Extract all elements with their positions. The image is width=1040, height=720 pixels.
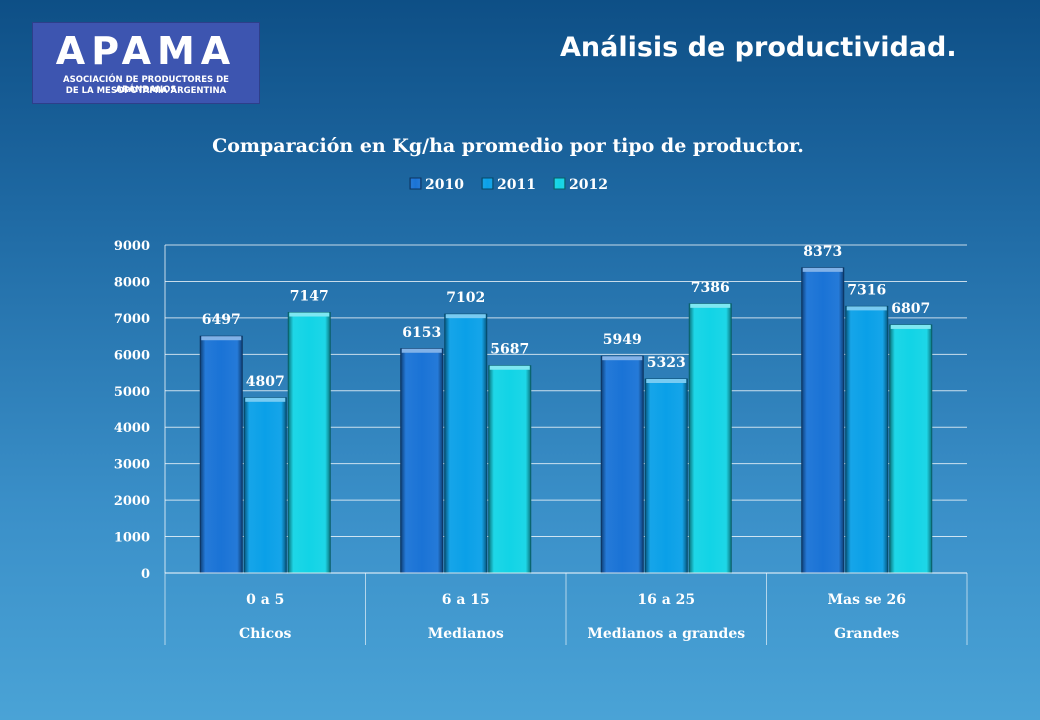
y-tick-label: 9000 bbox=[114, 239, 150, 254]
bar-top-2010-1 bbox=[401, 348, 442, 353]
legend-swatch-2010 bbox=[409, 177, 422, 190]
bar-top-2012-2 bbox=[690, 303, 731, 308]
bar-top-2011-1 bbox=[445, 314, 486, 319]
bar-2010-3 bbox=[801, 267, 845, 574]
data-label: 8373 bbox=[803, 244, 842, 260]
bar-2011-3 bbox=[845, 305, 889, 574]
bar-2010-0 bbox=[199, 335, 243, 574]
data-label: 6153 bbox=[402, 325, 441, 341]
logo-line-2: DE LA MESOPOTAMIA ARGENTINA bbox=[65, 86, 227, 96]
x-category-label: 16 a 25 bbox=[637, 592, 695, 608]
bar-top-2012-0 bbox=[289, 312, 330, 317]
data-label: 7102 bbox=[446, 290, 485, 306]
x-category-label: 0 a 5 bbox=[246, 592, 284, 608]
y-tick-label: 2000 bbox=[114, 494, 150, 509]
x-group-label: Chicos bbox=[239, 626, 292, 642]
data-label: 7147 bbox=[290, 289, 329, 305]
y-tick-label: 1000 bbox=[114, 531, 150, 546]
apama-logo: APAMA ASOCIACIÓN DE PRODUCTORES DE ARÁND… bbox=[32, 22, 260, 104]
chart-legend: 2010 2011 2012 bbox=[409, 177, 608, 193]
x-axis: 0 a 5 Chicos 6 a 15 Medianos 16 a 25 Medianos… bbox=[164, 572, 968, 645]
y-axis: 0 1000 2000 3000 4000 5000 6000 7000 8000 9000 bbox=[114, 239, 150, 582]
y-tick-label: 7000 bbox=[114, 312, 150, 327]
x-category-label: Mas se 26 bbox=[828, 592, 906, 608]
bar-top-2012-3 bbox=[890, 324, 931, 329]
y-tick-label: 6000 bbox=[114, 348, 150, 363]
data-label: 5949 bbox=[603, 332, 642, 348]
y-tick-label: 0 bbox=[141, 567, 150, 582]
bar-top-2011-3 bbox=[846, 306, 887, 311]
bar-2011-0 bbox=[243, 397, 287, 574]
data-label: 6497 bbox=[202, 312, 241, 328]
bar-2012-0 bbox=[287, 312, 331, 574]
bar-2012-2 bbox=[688, 303, 732, 574]
data-label: 7386 bbox=[691, 280, 730, 296]
legend-label: 2010 bbox=[425, 177, 464, 193]
bar-2011-2 bbox=[644, 378, 688, 574]
x-group-label: Medianos a grandes bbox=[587, 626, 745, 642]
data-label: 7316 bbox=[847, 282, 886, 298]
bar-top-2010-2 bbox=[602, 356, 643, 361]
bar-2012-1 bbox=[488, 365, 532, 574]
bar-top-2011-2 bbox=[646, 379, 687, 384]
x-category-label: 6 a 15 bbox=[442, 592, 490, 608]
y-tick-label: 3000 bbox=[114, 458, 150, 473]
bar-2012-3 bbox=[889, 324, 933, 574]
y-tick-label: 8000 bbox=[114, 275, 150, 290]
page-title: Análisis de productividad. bbox=[560, 32, 957, 63]
x-group-label: Medianos bbox=[428, 626, 504, 642]
data-label: 5323 bbox=[647, 355, 686, 371]
bar-2010-2 bbox=[600, 355, 644, 574]
x-group-label: Grandes bbox=[834, 626, 899, 642]
data-label: 6807 bbox=[891, 301, 930, 317]
bar-top-2010-0 bbox=[201, 336, 242, 341]
y-tick-label: 5000 bbox=[114, 385, 150, 400]
logo-word: APAMA bbox=[55, 29, 237, 73]
legend-label: 2012 bbox=[569, 177, 608, 193]
data-labels: 6497 4807 7147 6153 7102 5687 5949 5323 7386 8373… bbox=[202, 244, 930, 390]
legend-swatch-2012 bbox=[553, 177, 566, 190]
logo-line-1: ASOCIACIÓN DE PRODUCTORES DE ARÁNDANOS bbox=[63, 75, 229, 95]
bar-2011-1 bbox=[444, 313, 488, 574]
bar-2010-1 bbox=[400, 348, 444, 574]
bar-top-2010-3 bbox=[802, 267, 843, 272]
data-label: 4807 bbox=[246, 374, 285, 390]
legend-swatch-2011 bbox=[481, 177, 494, 190]
bars bbox=[199, 267, 933, 574]
bar-top-2011-0 bbox=[245, 397, 286, 402]
y-tick-label: 4000 bbox=[114, 421, 150, 436]
bar-top-2012-1 bbox=[489, 365, 530, 370]
data-label: 5687 bbox=[490, 342, 529, 358]
chart-title: Comparación en Kg/ha promedio por tipo d… bbox=[212, 135, 804, 157]
legend-label: 2011 bbox=[497, 177, 536, 193]
